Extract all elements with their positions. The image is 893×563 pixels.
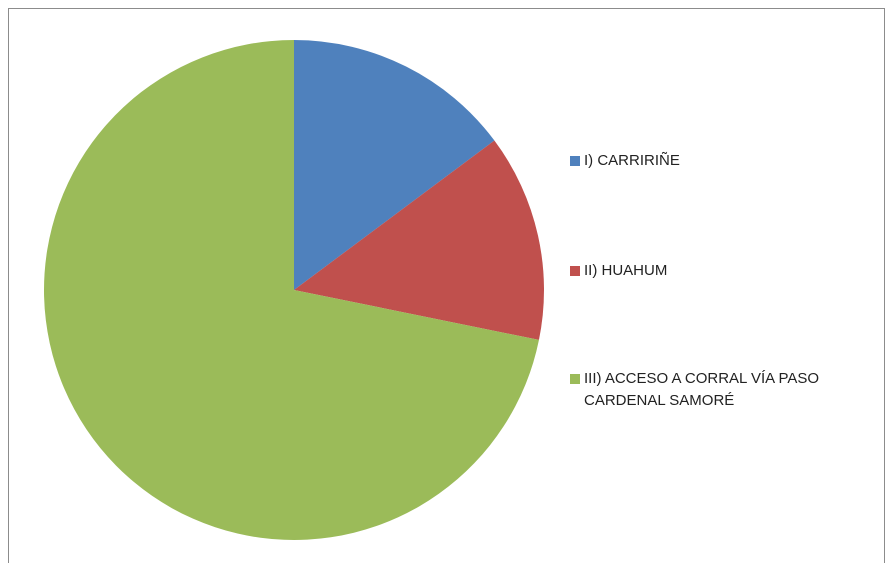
legend-label: II) HUAHUM <box>584 262 668 279</box>
legend-swatch <box>570 266 580 276</box>
pie-slice <box>294 140 544 340</box>
legend-swatch <box>570 156 580 166</box>
legend-label: III) ACCESO A CORRAL VÍA PASO CARDENAL S… <box>584 370 820 409</box>
legend-swatch <box>570 374 580 384</box>
legend-item: I) CARRIRIÑE <box>570 150 860 172</box>
pie-slice <box>44 40 539 540</box>
legend-item: III) ACCESO A CORRAL VÍA PASO CARDENAL S… <box>570 368 860 412</box>
pie-slice <box>294 40 495 290</box>
legend-label: I) CARRIRIÑE <box>584 152 680 169</box>
legend-item: II) HUAHUM <box>570 260 860 282</box>
